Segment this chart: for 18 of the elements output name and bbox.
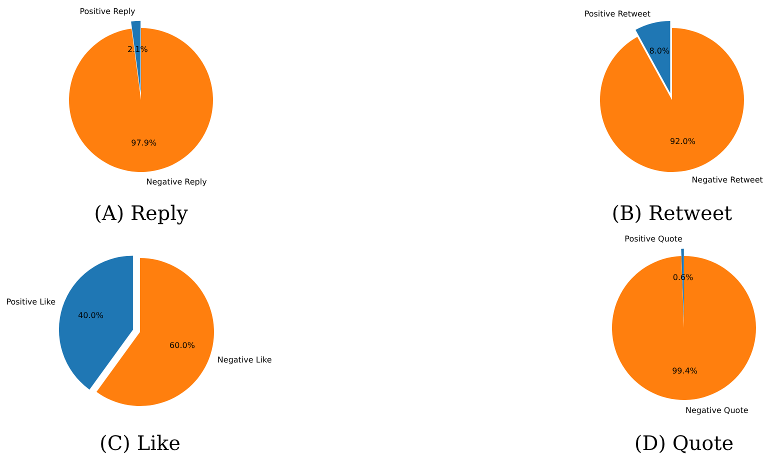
slice-label: Negative Like [217, 356, 272, 365]
data-label: 97.9% [131, 138, 157, 148]
slice-label: Negative Quote [685, 406, 748, 415]
slice-label: Positive Retweet [584, 9, 651, 18]
data-label: 99.4% [672, 366, 698, 376]
slice-label: Positive Quote [624, 234, 682, 244]
text: (B) Retweet [612, 201, 732, 225]
data-label: 40.0% [78, 311, 104, 320]
slice-label: Negative Retweet [692, 175, 763, 184]
data-label: 60.0% [170, 340, 196, 350]
slice-label: Positive Like [6, 298, 56, 307]
slice-label: Negative Reply [146, 178, 208, 187]
data-label: 92.0% [670, 137, 696, 146]
text: (C) Like [100, 431, 180, 455]
slice-label: Positive Reply [80, 6, 136, 16]
text: (D) Quote [634, 431, 734, 455]
data-label: 8.0% [649, 46, 670, 56]
text: (A) Reply [94, 201, 189, 225]
